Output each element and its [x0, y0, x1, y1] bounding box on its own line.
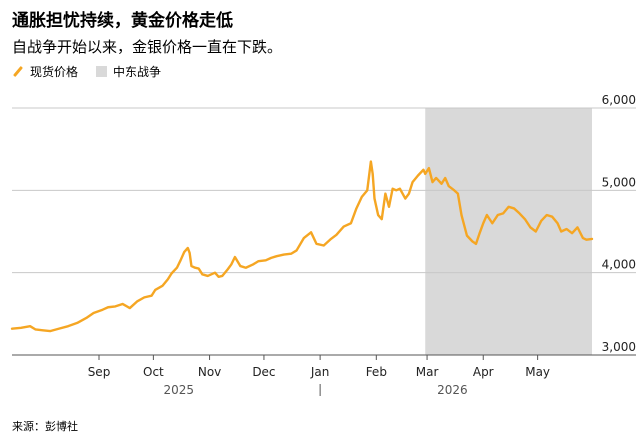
year-label: 2025: [163, 383, 194, 397]
y-tick-label: 5,000: [602, 175, 636, 189]
y-tick-label: 3,000: [602, 340, 636, 354]
legend-label-war: 中东战争: [113, 65, 162, 79]
legend-label-spot-price: 现货价格: [30, 65, 79, 79]
series-line-0: [10, 160, 594, 333]
x-tick-label: Nov: [198, 365, 221, 379]
chart-subtitle: 自战争开始以来，金银价格一直在下跌。: [12, 38, 283, 56]
year-label: 2026: [437, 383, 468, 397]
x-tick-label: Sep: [88, 365, 111, 379]
x-tick-label: Dec: [252, 365, 275, 379]
x-tick-label: Apr: [473, 365, 494, 379]
x-tick-label: Oct: [143, 365, 164, 379]
legend-item-war: 中东战争: [96, 63, 161, 80]
chart-title: 通胀担忧持续，黄金价格走低: [12, 11, 233, 31]
x-tick-label: Jan: [310, 365, 330, 379]
x-tick-label: Feb: [366, 365, 387, 379]
legend: 现货价格 中东战争: [12, 63, 179, 80]
x-tick-label: Mar: [416, 365, 439, 379]
source-note: 来源：彭博社: [12, 420, 78, 433]
legend-item-spot-price: 现货价格: [12, 63, 78, 80]
shaded-region-war: [425, 108, 592, 355]
legend-area-swatch: [96, 66, 108, 77]
y-tick-label: 4,000: [602, 258, 636, 272]
y-tick-label: 6,000: [602, 93, 636, 107]
x-tick-label: May: [525, 365, 550, 379]
